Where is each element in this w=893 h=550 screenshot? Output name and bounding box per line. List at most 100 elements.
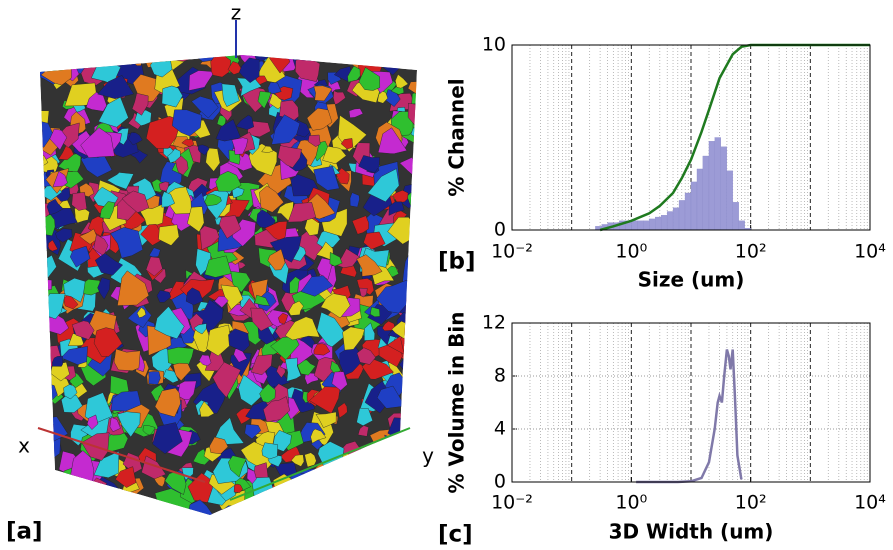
particle bbox=[40, 387, 45, 405]
particle bbox=[215, 170, 242, 192]
particle bbox=[410, 345, 417, 364]
particle bbox=[40, 438, 51, 466]
particle bbox=[86, 508, 110, 515]
particle bbox=[52, 355, 63, 367]
histogram-bar bbox=[684, 192, 692, 231]
particle bbox=[61, 393, 83, 413]
particle bbox=[307, 134, 321, 147]
particle bbox=[93, 327, 123, 357]
particle bbox=[308, 495, 333, 515]
y-tick-label: 4 bbox=[494, 418, 506, 440]
particle bbox=[332, 90, 346, 106]
particle bbox=[58, 144, 74, 161]
histogram-bar bbox=[660, 215, 668, 231]
histogram-bar bbox=[714, 137, 721, 231]
particle bbox=[308, 484, 340, 515]
particle bbox=[377, 127, 408, 154]
particle bbox=[356, 407, 373, 426]
particle bbox=[40, 233, 42, 248]
particle bbox=[358, 67, 381, 91]
particle bbox=[351, 498, 385, 515]
particle bbox=[88, 500, 113, 515]
particle bbox=[48, 239, 58, 252]
y-label: y bbox=[422, 444, 434, 468]
particle bbox=[377, 91, 388, 104]
particle bbox=[261, 145, 274, 153]
particle bbox=[406, 477, 417, 498]
particle bbox=[359, 287, 368, 298]
particle bbox=[257, 326, 276, 345]
particle bbox=[156, 289, 172, 303]
panel-label: [c] bbox=[438, 522, 473, 548]
particle bbox=[316, 481, 332, 499]
particle bbox=[406, 471, 417, 506]
particle bbox=[69, 245, 91, 268]
particle bbox=[376, 385, 406, 409]
particle bbox=[250, 354, 273, 376]
particle bbox=[267, 81, 282, 94]
particle bbox=[74, 205, 90, 224]
particle bbox=[97, 75, 135, 99]
histogram-bar bbox=[655, 216, 662, 231]
particle bbox=[340, 138, 354, 150]
particle bbox=[328, 477, 342, 489]
particle bbox=[209, 436, 229, 455]
particle bbox=[304, 452, 317, 468]
particle bbox=[49, 128, 68, 151]
particle bbox=[267, 504, 295, 515]
particle bbox=[204, 255, 232, 278]
particle bbox=[109, 417, 121, 432]
particle bbox=[295, 56, 321, 82]
particle bbox=[327, 493, 357, 515]
x-tick-label: 10² bbox=[735, 241, 767, 263]
x-tick-label: 10⁻² bbox=[491, 492, 533, 514]
histogram-bar bbox=[631, 220, 638, 231]
particle bbox=[291, 454, 305, 467]
histogram-bar bbox=[726, 170, 733, 231]
particle bbox=[300, 275, 334, 297]
particle bbox=[388, 201, 405, 216]
particle bbox=[110, 227, 144, 259]
particle bbox=[376, 279, 415, 314]
particle bbox=[187, 206, 205, 233]
particle bbox=[357, 425, 369, 437]
particle bbox=[392, 498, 411, 515]
particle bbox=[404, 55, 417, 66]
particle bbox=[354, 451, 369, 467]
particle bbox=[238, 374, 267, 406]
particle bbox=[49, 55, 66, 64]
particle bbox=[152, 422, 183, 455]
particle bbox=[254, 75, 268, 85]
particle bbox=[354, 447, 376, 470]
particle bbox=[315, 411, 337, 428]
particle bbox=[145, 256, 163, 277]
x-axis bbox=[37, 427, 206, 483]
particle bbox=[410, 356, 417, 381]
panel-label: [b] bbox=[438, 249, 476, 275]
particle bbox=[60, 505, 71, 515]
particle bbox=[395, 74, 409, 89]
particle bbox=[199, 401, 215, 418]
particle bbox=[212, 361, 241, 398]
particle bbox=[306, 107, 333, 131]
particle bbox=[313, 85, 333, 102]
particle bbox=[218, 215, 242, 239]
particle bbox=[191, 96, 219, 119]
particle bbox=[154, 306, 185, 340]
histogram-bar bbox=[732, 202, 739, 231]
histogram-bar bbox=[678, 200, 686, 231]
particle bbox=[113, 348, 141, 371]
particle bbox=[259, 383, 276, 403]
particle bbox=[132, 497, 152, 515]
particle bbox=[348, 108, 364, 118]
plot-frame bbox=[511, 322, 871, 483]
particle bbox=[403, 366, 415, 375]
particle bbox=[40, 465, 49, 494]
particle bbox=[395, 434, 417, 452]
x-tick-label: 10⁻² bbox=[491, 241, 533, 263]
particle bbox=[97, 488, 121, 508]
particle bbox=[230, 507, 261, 515]
particle bbox=[106, 172, 134, 190]
x-label: x bbox=[18, 434, 30, 458]
particle bbox=[175, 155, 189, 176]
